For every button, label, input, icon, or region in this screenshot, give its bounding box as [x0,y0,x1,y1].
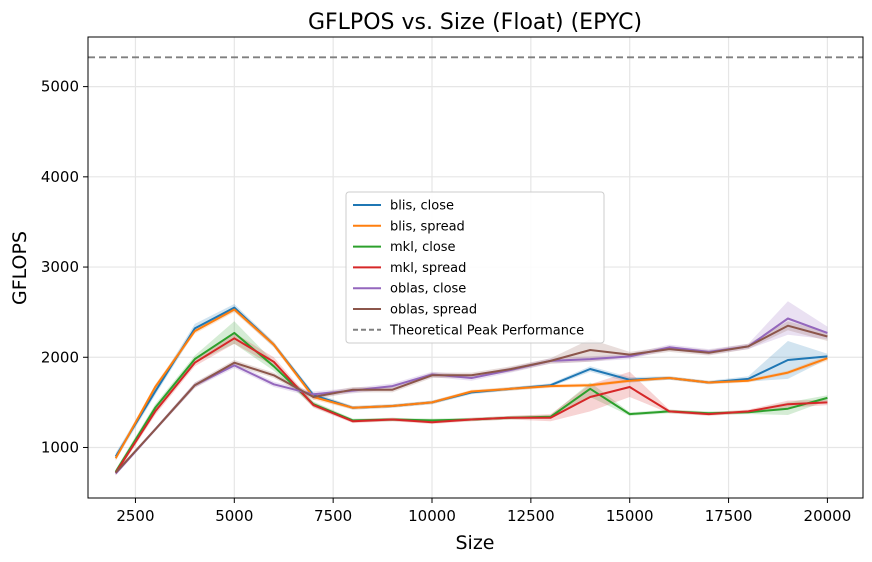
y-axis-label: GFLOPS [9,231,31,305]
legend-items: blis, close blis, spread mkl, close mkl, sp… [353,199,584,338]
axis-ticks: 2500 5000 7500 10000 12500 15000 17500 20000 100… [41,78,851,525]
x-tick-label: 5000 [215,507,253,525]
legend-label: oblas, close [390,282,466,297]
x-tick-label: 2500 [116,507,154,525]
legend-box [345,191,605,344]
series-line [114,308,828,459]
y-tick-label: 2000 [41,348,79,366]
series-line [114,331,828,473]
x-tick-label: 17500 [705,507,753,525]
legend-label: blis, close [390,199,454,214]
x-tick-label: 20000 [804,507,852,525]
chart-title: GFLPOS vs. Size (Float) (EPYC) [308,10,642,35]
x-tick-label: 7500 [314,507,352,525]
y-tick-label: 5000 [41,78,79,96]
y-tick-label: 3000 [41,258,79,276]
x-tick-label: 15000 [606,507,654,525]
legend: blis, close blis, spread mkl, close mkl, sp… [345,191,605,344]
series-line [114,324,828,474]
x-axis-label: Size [455,532,494,554]
series-band [115,332,828,476]
legend-label: blis, spread [390,219,465,234]
legend-label: mkl, spread [390,261,466,276]
legend-label: mkl, close [390,240,456,255]
y-tick-label: 1000 [41,438,79,456]
legend-label: oblas, spread [390,303,477,318]
x-tick-label: 12500 [507,507,555,525]
x-tick-label: 10000 [408,507,456,525]
series-line [114,337,828,474]
series-lines [114,306,828,475]
legend-label: Theoretical Peak Performance [389,323,584,338]
y-tick-label: 4000 [41,168,79,186]
